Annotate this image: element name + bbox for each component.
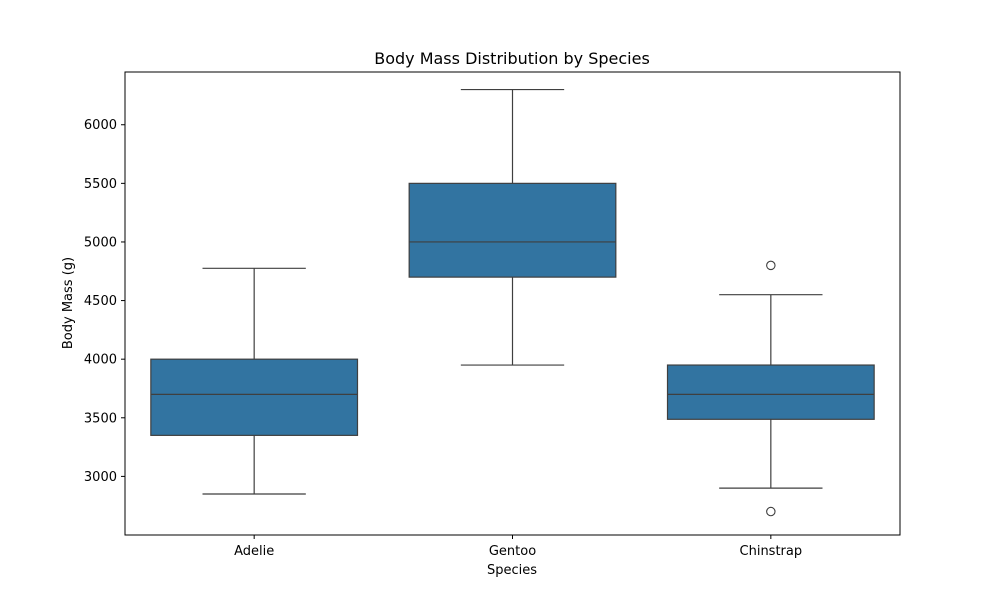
box-chinstrap <box>666 260 875 517</box>
boxes-layer <box>150 88 875 517</box>
outlier-point <box>766 506 776 517</box>
x-axis-title: Species <box>487 563 537 578</box>
x-tick-label-chinstrap: Chinstrap <box>740 544 803 559</box>
y-tick-label: 4500 <box>84 294 117 309</box>
iqr-box <box>150 358 359 436</box>
y-tick-label: 5500 <box>84 177 117 192</box>
x-tick-label-gentoo: Gentoo <box>489 544 536 559</box>
y-axis-title: Body Mass (g) <box>61 257 76 349</box>
y-tick-label: 3500 <box>84 411 117 426</box>
y-tick-label: 6000 <box>84 118 117 133</box>
y-tick-label: 4000 <box>84 353 117 368</box>
iqr-box <box>666 364 875 420</box>
box-gentoo <box>408 88 617 366</box>
box-adelie <box>150 267 359 495</box>
outlier-point <box>766 260 776 271</box>
iqr-box <box>408 182 617 278</box>
x-tick-label-adelie: Adelie <box>234 544 274 559</box>
y-tick-label: 3000 <box>84 470 117 485</box>
y-tick-label: 5000 <box>84 235 117 250</box>
x-axis: Adelie Gentoo Chinstrap <box>234 535 802 559</box>
y-axis: 3000 3500 4000 4500 5000 5500 6000 <box>84 118 125 485</box>
chart-title: Body Mass Distribution by Species <box>374 49 650 68</box>
